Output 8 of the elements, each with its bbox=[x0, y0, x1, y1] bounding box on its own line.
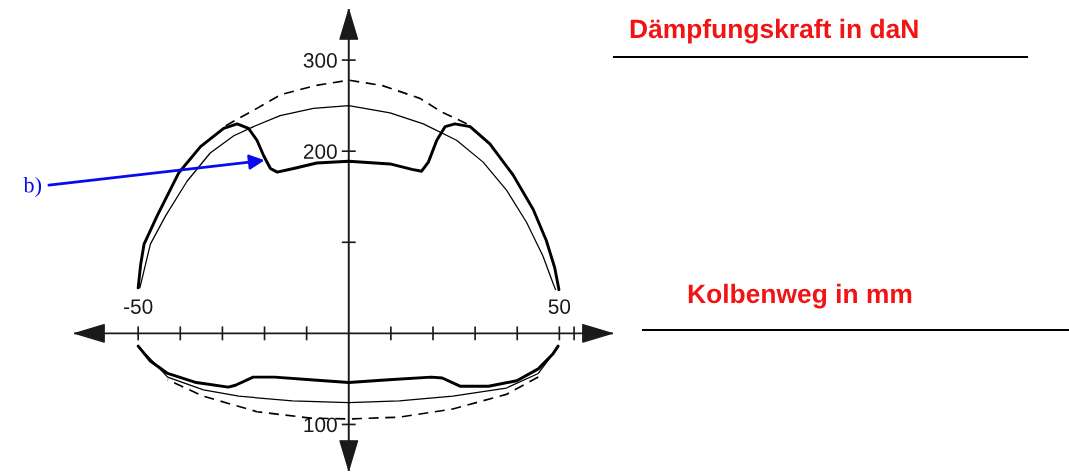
x-tick-label: 50 bbox=[548, 299, 571, 314]
x-tick-label: -50 bbox=[124, 299, 153, 314]
y-axis-title: Dämpfungskraft in daN bbox=[630, 18, 918, 44]
y-tick-label: 200 bbox=[303, 144, 337, 159]
annotation: b) bbox=[23, 176, 42, 198]
y-tick-label: 300 bbox=[303, 53, 337, 68]
y-tick-label: 100 bbox=[304, 417, 337, 433]
x-axis-title: Kolbenweg in mm bbox=[688, 283, 912, 309]
